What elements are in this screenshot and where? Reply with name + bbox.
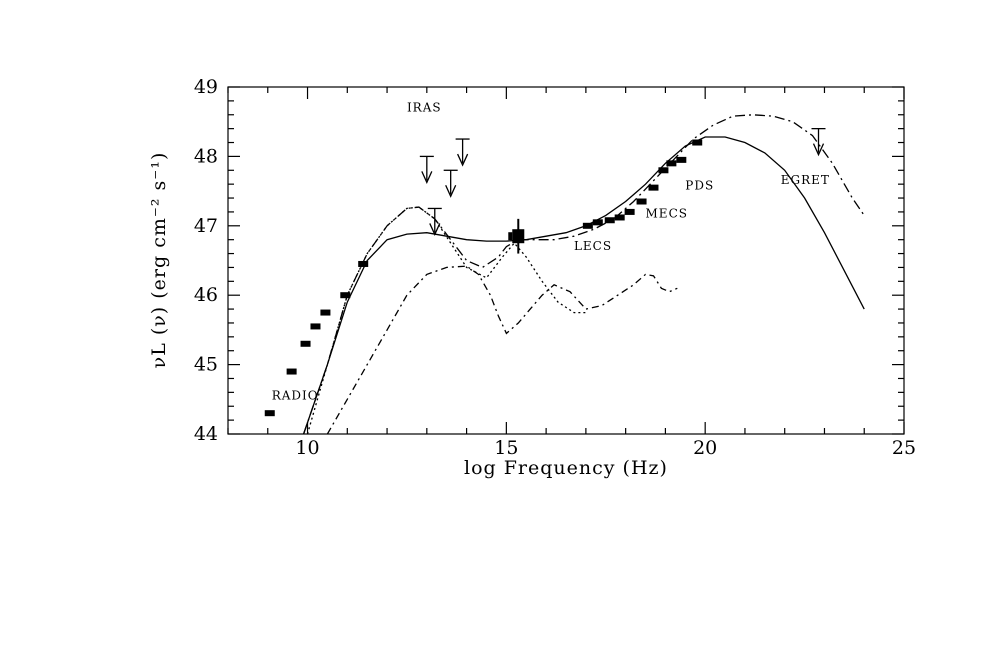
data-point bbox=[592, 219, 603, 226]
y-tick-label: 44 bbox=[194, 423, 218, 445]
model-curve-long-dash bbox=[302, 114, 865, 435]
data-point bbox=[512, 229, 525, 244]
band-labels: RADIO IRAS LECS MECS PDS EGRET bbox=[272, 100, 830, 402]
band-label: LECS bbox=[574, 239, 612, 253]
data-point bbox=[340, 292, 351, 299]
data-point bbox=[320, 309, 331, 316]
x-tick-label: 15 bbox=[494, 437, 518, 459]
data-points bbox=[264, 139, 703, 417]
data-point bbox=[310, 323, 321, 330]
band-label: IRAS bbox=[407, 100, 442, 114]
tick-labels: 10 15 20 25 44 45 46 47 48 49 bbox=[194, 76, 916, 459]
upper-limit-arrowhead bbox=[429, 223, 441, 237]
upper-limit-arrowhead bbox=[421, 171, 433, 184]
y-tick-label: 49 bbox=[194, 76, 218, 98]
y-axis-label: νL (ν) (erg cm⁻² s⁻¹) bbox=[148, 152, 170, 369]
y-tick-label: 48 bbox=[194, 145, 218, 167]
model-curve-dotted bbox=[306, 206, 586, 435]
y-tick-label: 45 bbox=[194, 354, 218, 376]
data-point bbox=[624, 208, 635, 215]
band-label: PDS bbox=[685, 179, 714, 193]
data-point bbox=[358, 260, 369, 267]
upper-limit-arrows bbox=[419, 127, 826, 237]
model-curve-dash-dot bbox=[326, 265, 678, 435]
data-point bbox=[676, 156, 687, 163]
data-point bbox=[658, 167, 669, 174]
x-tick-label: 20 bbox=[693, 437, 717, 459]
data-point bbox=[648, 184, 659, 191]
upper-limit-arrowhead bbox=[445, 185, 457, 198]
data-point bbox=[666, 160, 677, 167]
data-point bbox=[508, 232, 513, 241]
x-tick-label: 25 bbox=[892, 437, 916, 459]
data-point bbox=[264, 410, 275, 417]
band-label: MECS bbox=[646, 206, 688, 220]
data-point bbox=[300, 340, 311, 347]
y-tick-label: 46 bbox=[194, 284, 218, 306]
data-point bbox=[582, 222, 593, 229]
data-point bbox=[604, 217, 615, 224]
model-curves bbox=[302, 114, 865, 435]
data-point bbox=[692, 139, 703, 146]
plot-frame bbox=[227, 86, 905, 435]
data-point bbox=[614, 214, 625, 221]
upper-limit-arrowhead bbox=[812, 143, 825, 157]
band-label: EGRET bbox=[781, 173, 830, 187]
data-point bbox=[286, 368, 297, 375]
y-tick-label: 47 bbox=[194, 215, 218, 237]
x-tick-label: 10 bbox=[295, 437, 319, 459]
x-axis-label: log Frequency (Hz) bbox=[464, 457, 668, 479]
axis-ticks bbox=[227, 86, 905, 435]
band-label: RADIO bbox=[272, 388, 319, 402]
data-point bbox=[636, 198, 647, 205]
upper-limit-arrowhead bbox=[457, 153, 469, 167]
